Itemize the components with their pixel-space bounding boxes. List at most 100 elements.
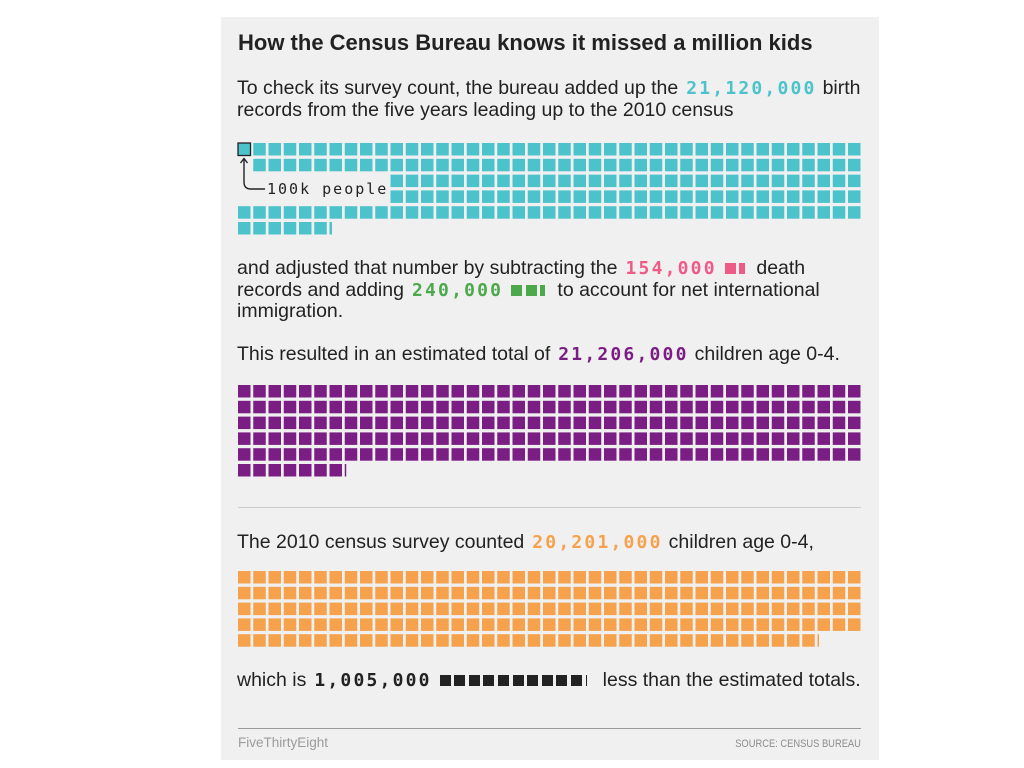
waffle-square — [405, 618, 419, 631]
waffle-square — [726, 385, 739, 398]
waffle-square — [482, 385, 495, 398]
waffle-square — [771, 143, 785, 156]
waffle-square — [634, 416, 647, 430]
waffle-square — [756, 416, 769, 430]
waffle-square — [451, 618, 464, 631]
waffle-square — [695, 143, 708, 156]
waffle-square — [741, 448, 754, 461]
waffle-square — [771, 602, 785, 616]
waffle-square — [543, 206, 556, 219]
waffle-square — [634, 174, 647, 188]
waffle-square — [314, 206, 327, 219]
waffle-square — [695, 416, 708, 430]
waffle-square — [512, 448, 525, 461]
waffle-square — [726, 618, 739, 631]
waffle-partial-square — [817, 634, 819, 647]
waffle-square — [268, 385, 281, 398]
waffle-square — [466, 190, 480, 203]
waffle-square — [497, 571, 510, 584]
waffle-square — [787, 143, 800, 156]
waffle-partial-square — [329, 222, 332, 235]
waffle-square — [848, 571, 861, 584]
waffle-square — [573, 385, 586, 398]
waffle-square — [741, 602, 754, 616]
waffle-square — [344, 206, 358, 219]
waffle-square — [802, 602, 815, 616]
waffle-square — [360, 143, 373, 156]
waffle-square — [832, 618, 846, 631]
waffle-square — [451, 143, 464, 156]
waffle-square — [497, 143, 510, 156]
waffle-square — [527, 416, 541, 430]
waffle-square — [649, 432, 663, 445]
waffle-square — [573, 571, 586, 584]
waffle-square — [741, 634, 754, 647]
waffle-square — [573, 432, 586, 445]
waffle-square — [604, 586, 617, 600]
waffle-square — [405, 385, 419, 398]
adjust-line-1: and adjusted that number by subtracting … — [237, 256, 805, 280]
waffle-square — [451, 174, 464, 188]
waffle-square — [665, 174, 678, 188]
waffle-square — [558, 634, 571, 647]
waffle-square — [543, 385, 556, 398]
waffle-square — [482, 143, 495, 156]
waffle-square — [726, 448, 739, 461]
waffle-square — [283, 634, 297, 647]
waffle-square — [314, 586, 327, 600]
waffle-square — [421, 385, 434, 398]
waffle-square — [375, 586, 388, 600]
waffle-square — [299, 206, 312, 219]
waffle-square — [848, 400, 861, 414]
waffle-square — [832, 416, 846, 430]
waffle-square — [451, 634, 464, 647]
waffle-square — [375, 432, 388, 445]
waffle-square — [802, 206, 815, 219]
waffle-square — [344, 571, 358, 584]
icon-square — [439, 674, 451, 686]
waffle-square — [756, 174, 769, 188]
icon-square — [483, 674, 495, 686]
waffle-square — [665, 206, 678, 219]
waffle-square — [588, 634, 602, 647]
waffle-square — [695, 158, 708, 172]
waffle-square — [283, 448, 297, 461]
waffle-square — [619, 174, 632, 188]
waffle-square — [710, 158, 724, 172]
waffle-square — [329, 464, 342, 477]
waffle-square — [451, 432, 464, 445]
waffle-square — [527, 571, 541, 584]
waffle-square — [619, 432, 632, 445]
waffle-square — [238, 618, 251, 631]
waffle-square — [268, 400, 281, 414]
waffle-square — [726, 571, 739, 584]
waffle-square — [466, 206, 480, 219]
icon-slot — [498, 674, 510, 686]
waffle-square — [283, 586, 297, 600]
waffle-square — [451, 586, 464, 600]
census-text-after: children age 0-4, — [668, 531, 814, 553]
waffle-square — [451, 448, 464, 461]
waffle-square — [344, 634, 358, 647]
waffle-square — [665, 190, 678, 203]
waffle-square — [817, 158, 830, 172]
waffle-square — [512, 190, 525, 203]
waffle-square — [649, 158, 663, 172]
waffle-square — [771, 206, 785, 219]
waffle-square — [817, 190, 830, 203]
waffle-square — [573, 174, 586, 188]
waffle-square — [802, 618, 815, 631]
waffle-square — [344, 618, 358, 631]
waffle-square — [848, 206, 861, 219]
waffle-square — [817, 143, 830, 156]
waffle-square — [558, 385, 571, 398]
waffle-square — [329, 571, 342, 584]
waffle-square — [543, 432, 556, 445]
waffle-square — [634, 586, 647, 600]
waffle-square — [832, 602, 846, 616]
waffle-square — [238, 448, 251, 461]
waffle-square — [817, 385, 830, 398]
waffle-square — [344, 385, 358, 398]
waffle-square — [253, 618, 266, 631]
waffle-square — [329, 143, 342, 156]
